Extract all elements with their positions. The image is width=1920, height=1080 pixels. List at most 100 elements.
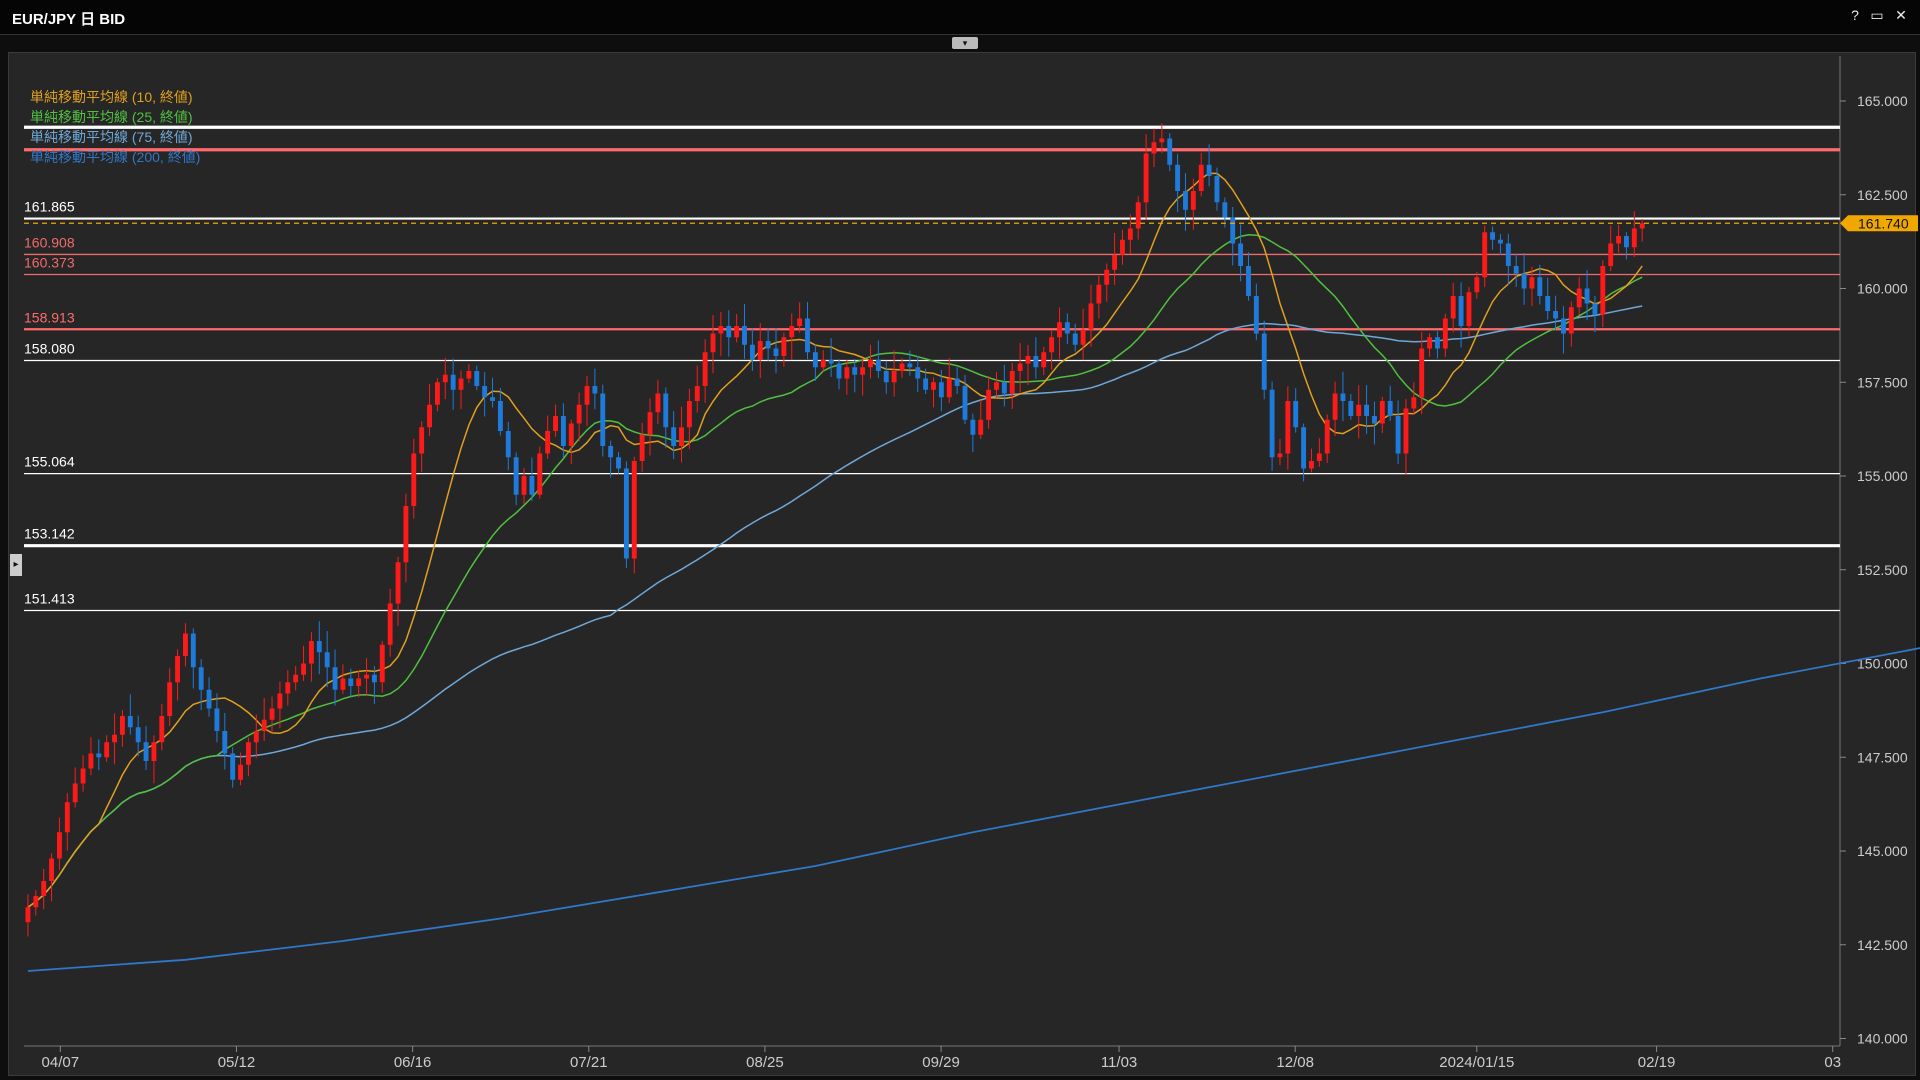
candle-body [269,708,275,720]
candle-body [1553,311,1559,319]
candle-body [1261,333,1267,390]
candle-body [1387,401,1393,416]
x-tick-label: 08/25 [746,1054,784,1071]
window-titlebar: EUR/JPY 日 BID ? ▭ ✕ [0,0,1920,35]
candle-body [253,731,259,743]
candle-body [1631,228,1637,248]
candle-body [978,419,984,435]
candle-body [238,764,243,780]
candle-body [994,382,999,390]
candle-body [1135,202,1141,229]
candle-body [1379,401,1385,424]
candle-body [868,359,873,368]
candle-body [72,783,78,803]
candle-body [844,367,850,379]
candle-body [1230,217,1236,244]
candle-body [135,727,141,743]
candle-body [1190,191,1196,210]
candle-body [25,907,31,923]
y-tick-label: 162.500 [1857,187,1908,203]
candle-body [308,641,314,664]
candle-body [600,393,606,446]
candle-body [159,716,165,743]
candle-body [403,506,409,563]
candle-body [923,378,929,390]
candle-body [175,656,180,683]
x-tick-label: 03 [1824,1054,1841,1071]
current-price-label: 161.740 [1858,215,1909,231]
candle-body [1253,296,1259,334]
candle-body [592,386,598,394]
level-label: 158.080 [24,341,75,357]
candle-body [379,644,385,683]
candle-body [1545,296,1551,311]
candle-body [1049,337,1055,353]
candle-body [1372,416,1377,424]
candle-body [1490,232,1496,240]
candle-body [33,896,39,908]
candle-body [836,363,842,379]
candle-body [576,404,582,424]
legend-entry: 単純移動平均線 (75, 終値) [30,129,193,145]
close-button[interactable]: ✕ [1895,7,1907,23]
candle-body [1285,401,1291,454]
candle-body [1112,254,1118,270]
candle-body [80,768,86,784]
candle-body [198,667,204,690]
candle-body [364,674,369,679]
candle-body [301,663,306,675]
candle-body [419,427,425,454]
candle-body [1458,296,1464,326]
candle-body [482,386,488,398]
candle-body [1529,277,1535,289]
candle-body [1466,292,1472,326]
candle-body [1356,404,1362,416]
candle-body [537,453,543,495]
restore-button[interactable]: ▭ [1870,7,1884,23]
candle-body [167,682,173,716]
candle-body [1592,303,1598,315]
ma75-line [27,305,1643,908]
candle-body [828,359,834,364]
candle-body [214,708,220,731]
level-label: 160.908 [24,234,75,250]
candle-body [742,326,747,345]
candle-body [781,337,787,356]
candle-body [1616,236,1622,244]
candle-body [64,802,70,833]
candle-body [1096,284,1102,304]
candle-body [773,348,779,356]
candle-body [411,453,417,506]
candle-body [143,742,149,761]
level-label: 151.413 [24,591,75,607]
candle-body [1521,273,1527,289]
candle-body [1120,239,1125,255]
candle-body [356,678,362,686]
candle-body [1584,288,1590,304]
candle-body [1088,303,1094,330]
candle-body [1505,243,1511,266]
candle-body [797,318,803,326]
candle-body [1332,393,1338,420]
candle-body [1277,453,1283,458]
side-panel-toggle[interactable]: ▸ [10,554,22,576]
y-tick-label: 157.500 [1857,374,1908,390]
candle-body [1340,393,1346,401]
candle-body [962,386,968,420]
candle-body [584,386,590,405]
y-tick-label: 155.000 [1857,468,1908,484]
collapse-toggle[interactable]: ▾ [952,37,978,49]
candle-body [230,753,236,780]
candle-body [1009,371,1015,394]
candle-body [245,742,251,765]
candle-body [749,344,755,360]
candle-body [1198,164,1204,191]
candle-body [88,753,94,769]
y-tick-label: 140.000 [1857,1031,1908,1047]
candle-body [639,434,645,461]
help-button[interactable]: ? [1851,7,1859,23]
x-tick-label: 07/21 [570,1054,608,1071]
candle-body [490,397,495,401]
candle-body [1064,322,1070,334]
